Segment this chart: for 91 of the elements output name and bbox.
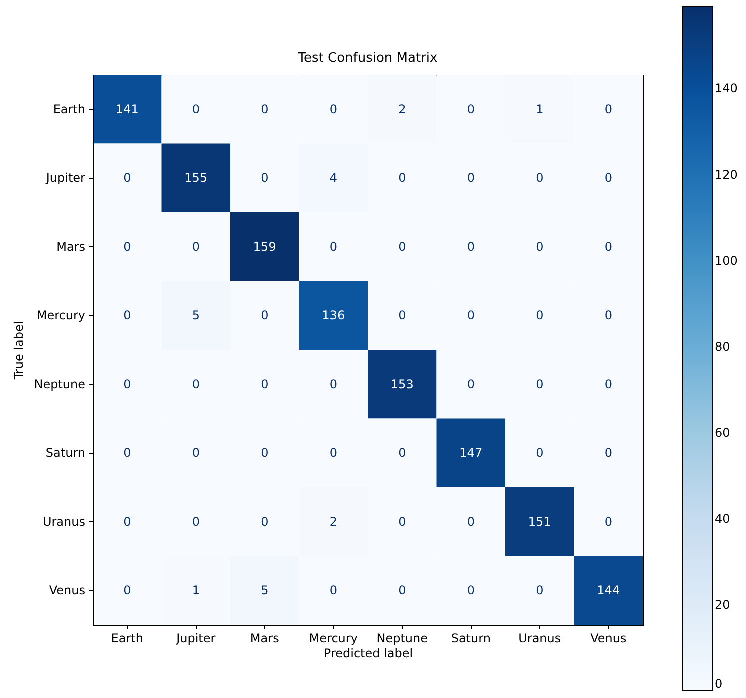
data-label: 0 (604, 171, 612, 186)
x-tick-label: Venus (590, 632, 627, 646)
chart-title: Test Confusion Matrix (297, 51, 438, 66)
data-label: 0 (192, 446, 200, 460)
data-label: 0 (536, 377, 544, 392)
data-label: 0 (330, 240, 338, 254)
color-bar-label: 60 (715, 426, 730, 440)
data-label: 0 (124, 584, 132, 598)
x-tick-label: Jupiter (176, 632, 216, 646)
color-bar-label: 20 (715, 598, 730, 612)
data-label: 0 (398, 308, 406, 323)
data-label: 0 (124, 446, 132, 460)
color-bar-label: 80 (715, 340, 730, 354)
data-label: 0 (604, 240, 612, 254)
x-tick-label: Neptune (376, 632, 428, 646)
data-label: 0 (261, 171, 269, 186)
data-label: 0 (536, 446, 544, 460)
y-tick-label: Saturn (46, 446, 86, 460)
data-label: 0 (398, 446, 406, 460)
data-label: 147 (460, 446, 483, 460)
data-label: 0 (467, 514, 475, 529)
data-label: 0 (192, 240, 200, 254)
data-label: 0 (467, 102, 475, 116)
data-label: 0 (604, 308, 612, 323)
data-label: 0 (536, 240, 544, 254)
data-label: 0 (124, 171, 132, 186)
data-label: 0 (124, 377, 132, 392)
data-label: 0 (124, 240, 132, 254)
y-tick-label: Earth (53, 102, 86, 116)
x-tick-label: Saturn (451, 632, 491, 646)
x-tick-label: Mercury (309, 632, 358, 646)
data-label: 0 (398, 171, 406, 186)
data-label: 0 (261, 446, 269, 460)
y-axis-title: True label (12, 321, 26, 381)
data-label: 0 (124, 308, 132, 323)
x-axis-title: Predicted label (324, 646, 414, 660)
data-label: 0 (261, 377, 269, 392)
data-label: 2 (330, 514, 338, 529)
data-label: 155 (184, 171, 208, 186)
color-bar-label: 140 (715, 82, 738, 96)
color-bar-label: 40 (715, 512, 730, 526)
data-label: 0 (467, 584, 475, 598)
y-tick-label: Mercury (36, 308, 86, 323)
y-tick-label: Venus (49, 584, 86, 598)
data-label: 0 (261, 102, 269, 116)
data-label: 0 (330, 102, 338, 116)
color-bar-label: 100 (715, 254, 738, 268)
data-label: 159 (253, 240, 276, 254)
data-label: 0 (467, 377, 475, 392)
data-label: 0 (192, 102, 200, 116)
data-label: 0 (536, 308, 544, 323)
data-label: 151 (528, 514, 552, 529)
data-label: 0 (330, 446, 338, 460)
x-tick-label: Uranus (518, 632, 562, 646)
data-label: 0 (467, 171, 475, 186)
data-label: 141 (116, 102, 139, 116)
data-label: 0 (192, 377, 200, 392)
data-label: 0 (192, 514, 200, 529)
y-tick-label: Jupiter (45, 171, 86, 186)
data-label: 0 (398, 514, 406, 529)
data-label: 5 (261, 584, 269, 598)
data-label: 0 (467, 240, 475, 254)
data-label: 2 (398, 102, 406, 116)
data-label: 0 (536, 584, 544, 598)
data-label: 0 (536, 171, 544, 186)
data-label: 153 (390, 377, 414, 392)
data-label: 136 (322, 308, 346, 323)
data-label: 0 (124, 514, 132, 529)
data-label: 1 (536, 102, 544, 116)
data-label: 0 (467, 308, 475, 323)
y-tick-label: Neptune (34, 377, 86, 392)
data-label: 0 (261, 308, 269, 323)
data-label: 0 (398, 240, 406, 254)
data-label: 0 (261, 514, 269, 529)
data-label: 144 (597, 584, 620, 598)
data-label: 1 (192, 584, 200, 598)
color-bar-label: 0 (715, 677, 723, 691)
data-label: 0 (330, 584, 338, 598)
data-label: 0 (604, 377, 612, 392)
data-label: 0 (330, 377, 338, 392)
y-tick-label: Uranus (42, 514, 86, 529)
x-tick-label: Mars (250, 632, 280, 646)
data-label: 0 (398, 584, 406, 598)
y-tick-label: Mars (56, 240, 86, 254)
data-label: 0 (604, 514, 612, 529)
data-label: 4 (330, 171, 338, 186)
data-label: 5 (192, 308, 200, 323)
x-tick-label: Earth (111, 632, 144, 646)
data-label: 0 (604, 446, 612, 460)
color-bar-label: 120 (715, 168, 738, 182)
data-label: 0 (604, 102, 612, 116)
